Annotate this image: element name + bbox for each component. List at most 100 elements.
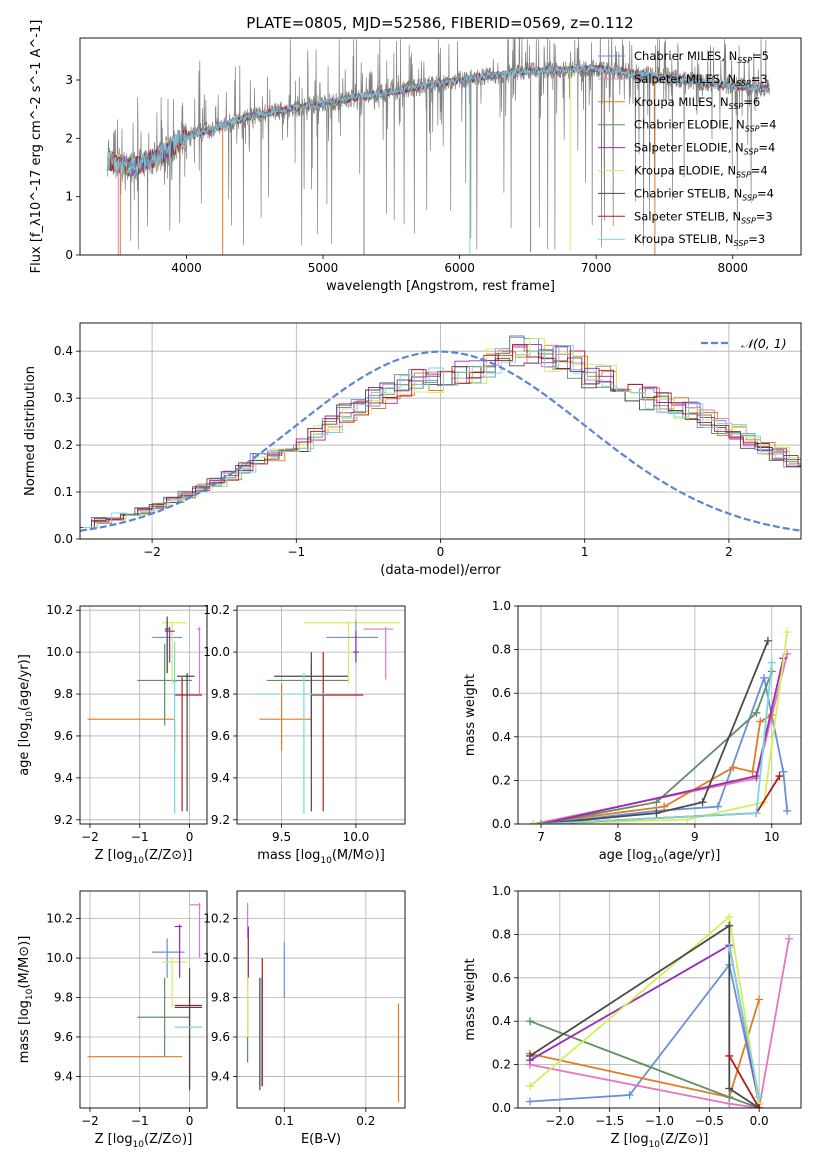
x-tick-label: 8000	[717, 261, 748, 275]
legend-entry: Salpeter STELIB, NSSP=3	[634, 209, 773, 225]
legend-entry-suffix: =6	[743, 95, 760, 109]
error-bar-point	[137, 643, 193, 726]
legend-entry: Kroupa ELODIE, NSSP=4	[634, 164, 768, 180]
mass-weight-marker	[756, 717, 765, 726]
y-tick-label: 9.6	[211, 729, 230, 743]
mass-weight-marker	[537, 820, 546, 824]
mass-weight-line-chabrier-stelib	[529, 924, 760, 1108]
mass-weight-marker	[767, 658, 776, 667]
y-tick-label: 0.1	[54, 485, 73, 499]
x-axis-label-rest: (Z/Z⊙)]	[144, 848, 192, 863]
plot-frame	[79, 605, 208, 825]
extinction-mass-panel: 0.1 0.2 9.4 9.6 9.8 10.0 10.2 E(B-V)	[203, 890, 406, 1147]
error-bar-point	[174, 924, 183, 978]
x-axis-label-rest: (Z/Z⊙)]	[660, 1132, 708, 1147]
normal-distribution-curve	[80, 350, 801, 532]
y-axis-label-rest: (age/yr)]	[17, 654, 32, 711]
mass-weight-line-chabrier-miles	[540, 674, 789, 824]
mass-weight-marker	[783, 628, 792, 637]
plot-frame	[517, 605, 802, 825]
x-tick-label: −1.5	[595, 1114, 624, 1128]
error-bar-point	[303, 620, 401, 684]
y-tick-label: 0.4	[54, 344, 73, 358]
residual-histogram-chabrier-elodie	[80, 335, 801, 528]
mass-weight-line-salpeter-miles	[529, 938, 790, 1108]
x-axis-label: Z [log10(Z/Z⊙)]	[95, 848, 193, 866]
x-tick-label: −1.0	[645, 1114, 674, 1128]
x-tick-label: 7000	[581, 261, 612, 275]
y-tick-label: 9.2	[54, 813, 73, 827]
legend-entry-base: Salpeter MILES, N	[634, 72, 736, 86]
legend-entry: Kroupa MILES, NSSP=6	[634, 95, 760, 111]
y-tick-label: 2	[65, 131, 73, 145]
residual-histogram-panel: −2 −1 0 1 2 0.0 0.1 0.2 0.3 0.4 (data-model)/error…	[23, 322, 802, 578]
x-axis-label-sub: 10	[649, 1140, 661, 1150]
mass-weight-marker	[625, 1090, 634, 1099]
legend-entry-base: Chabrier STELIB, N	[634, 186, 742, 200]
x-tick-label: −0.5	[695, 1114, 724, 1128]
residual-histogram-kroupa-elodie	[82, 337, 801, 528]
plot-frame	[236, 605, 406, 825]
y-tick-label: 9.6	[54, 729, 73, 743]
mass-weight-marker	[725, 943, 734, 952]
legend-entry-suffix: =4	[760, 118, 777, 132]
plot-frame	[236, 890, 406, 1109]
legend-entry-suffix: =4	[758, 141, 775, 155]
mass-weight-line-kroupa-miles	[533, 714, 773, 824]
plot-frame	[517, 890, 802, 1109]
x-tick-label: −2.0	[545, 1114, 574, 1128]
y-tick-label: 9.4	[54, 771, 73, 785]
x-tick-label: 0	[186, 1114, 194, 1128]
mass-weight-marker	[725, 913, 734, 922]
mass-weight-marker	[783, 806, 792, 815]
mass-weight-marker	[775, 772, 784, 781]
y-tick-label: 0.0	[492, 817, 511, 831]
residual-histogram-chabrier-miles	[80, 336, 801, 528]
y-tick-label: 9.8	[54, 991, 73, 1005]
mass-weight-marker	[752, 809, 761, 818]
mass-weight-marker	[525, 1082, 534, 1091]
legend-entry-base: Kroupa STELIB, N	[634, 232, 734, 246]
y-axis-label: Normed distribution	[23, 366, 38, 496]
y-tick-label: 0.4	[492, 1014, 511, 1028]
error-bar-point	[251, 673, 327, 814]
x-tick-label: 1	[581, 545, 589, 559]
y-tick-label: 0.2	[492, 773, 511, 787]
mass-weight-marker	[760, 673, 769, 682]
x-axis-label: Z [log10(Z/Z⊙)]	[611, 1132, 709, 1150]
y-tick-label: 9.4	[211, 1069, 230, 1083]
x-axis-label-sub: 10	[320, 856, 332, 866]
y-tick-label: 0.2	[492, 1058, 511, 1072]
x-axis-label: E(B-V)	[301, 1132, 341, 1147]
legend-entry-sub: SSP	[737, 56, 752, 65]
error-bar-point	[352, 631, 359, 663]
x-axis-label-sub: 10	[133, 1140, 145, 1150]
mass-weight-marker	[529, 820, 538, 824]
mass-weight-marker	[525, 1097, 534, 1106]
legend-entry-suffix: =5	[752, 49, 769, 63]
mass-weight-line-salpeter-stelib	[728, 1055, 760, 1108]
legend-entry: Kroupa STELIB, NSSP=3	[634, 232, 765, 248]
mass-weight-line-kroupa-stelib	[728, 947, 760, 1098]
y-tick-label: 0.8	[492, 927, 511, 941]
error-bar-point	[311, 652, 364, 812]
mass-weight-line-kroupa-miles	[529, 999, 760, 1099]
legend-entry-sub: SSP	[742, 193, 757, 202]
x-axis-label-base: Z [log	[611, 1132, 649, 1147]
legend-entry-base: Salpeter STELIB, N	[634, 209, 741, 223]
residual-histogram-chabrier-stelib	[80, 349, 801, 528]
mass-weight-marker	[752, 708, 761, 717]
x-tick-label: 6000	[444, 261, 475, 275]
y-tick-label: 0.0	[492, 1101, 511, 1115]
mass-weight-line-kroupa-elodie	[533, 632, 789, 824]
y-axis-label: mass [log10(M/M⊙)]	[17, 936, 35, 1064]
residual-histogram-salpeter-stelib	[80, 343, 801, 528]
y-axis-label-sub: 10	[25, 988, 35, 1000]
legend-entry-sub: SSP	[745, 125, 760, 134]
y-axis-label-rest: (M/M⊙)]	[17, 936, 32, 989]
y-tick-label: 9.2	[211, 813, 230, 827]
x-tick-label: −2	[81, 830, 99, 844]
x-tick-label: 10	[764, 830, 779, 844]
mass-weight-marker	[755, 995, 764, 1004]
legend-entry: Chabrier STELIB, NSSP=4	[634, 186, 774, 202]
